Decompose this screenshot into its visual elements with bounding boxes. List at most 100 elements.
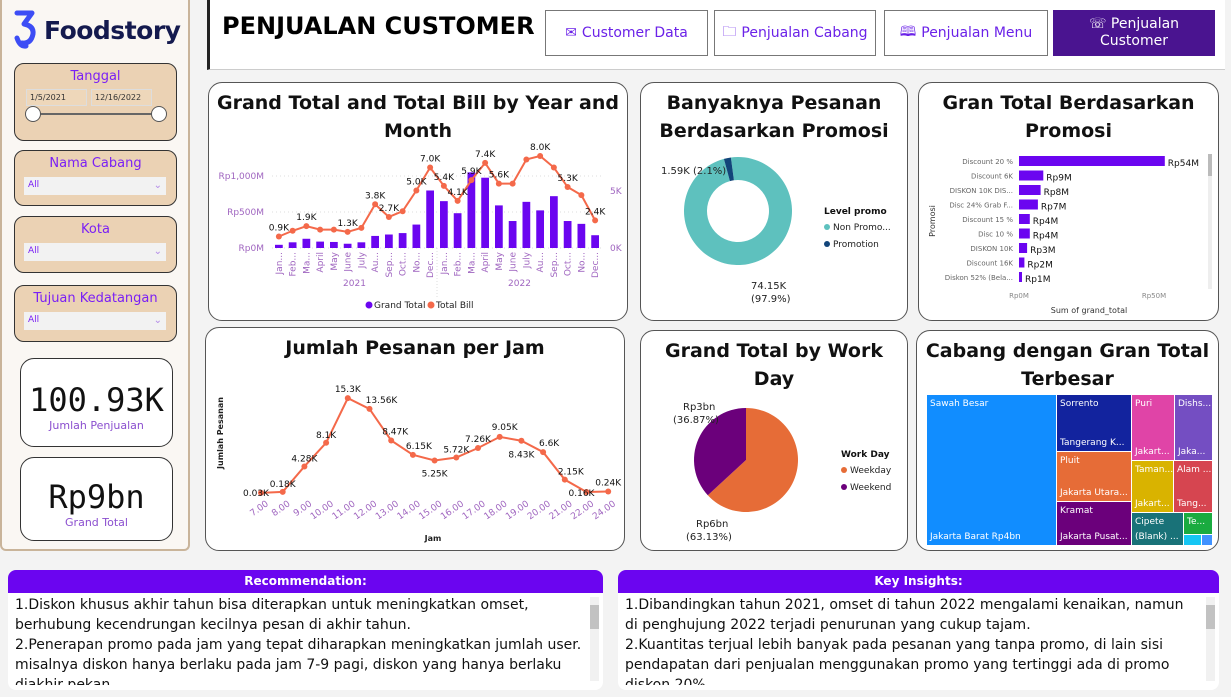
data-label: 5.9K [461,167,482,177]
brand-name: Foodstory [44,15,181,45]
category-label: DISKON 10K DIS... [950,187,1013,195]
bar [1019,170,1044,181]
nav-penjualan-cabang[interactable]: 🗀 Penjualan Cabang [714,10,876,56]
panel-text[interactable]: 1.Diskon khusus akhir tahun bisa diterap… [8,593,603,685]
treemap-tile[interactable] [1184,535,1202,546]
scrollbar[interactable] [1206,597,1215,681]
treemap-tile[interactable]: Alam ... Tang... [1174,461,1213,513]
bar [453,213,462,248]
treemap-tile[interactable] [1202,535,1213,546]
data-label: 5.4K [434,173,455,183]
legend-label: Grand Total [374,301,426,311]
bar [330,241,338,248]
x-tick-label: 19.00 [504,499,531,522]
end-date-input[interactable]: 12/16/2022 [91,89,152,106]
city-dropdown-value: All [28,246,40,256]
city-filter-label: Kota [81,222,110,237]
branch-dropdown[interactable]: All ⌄ [24,177,166,195]
line-point [258,489,264,496]
line-point [440,182,447,189]
line-point [523,156,530,163]
nav-customer-data[interactable]: ✉ Customer Data [545,10,708,56]
bar [412,224,421,248]
panel-text[interactable]: 1.Dibandingkan tahun 2021, omset di tahu… [618,593,1219,685]
date-filter-label: Tanggal [70,69,121,84]
date-range-slider[interactable] [25,106,167,122]
bar [398,233,407,248]
data-label: 7.0K [420,155,441,165]
text-line: 2.Kuantitas terjual lebih banyak pada pe… [625,637,1170,685]
data-label: Rp8M [1044,188,1069,198]
line-point [409,451,416,458]
data-label: Rp4M [1033,232,1058,242]
treemap-tile[interactable]: Pluit Jakarta Utara... [1057,452,1132,502]
bar [371,235,379,248]
bar [1019,257,1025,268]
treemap-tile[interactable]: Kramat Jakarta Pusat... [1057,502,1132,546]
visit-purpose-dropdown[interactable]: All ⌄ [24,312,166,330]
card-top-branches: Cabang dengan Gran Total Terbesar Sawah … [916,330,1219,551]
x-tick-label: 11.00 [331,499,358,522]
data-label: Rp4M [1033,217,1058,227]
end-date-value: 12/16/2022 [95,93,142,102]
bar [1019,272,1022,282]
data-label: 13.56K [366,396,399,406]
start-date-input[interactable]: 1/5/2021 [26,89,87,106]
legend-label: Weekday [850,466,892,476]
x-tick-label: 24.00 [591,499,618,522]
line-point [303,223,310,230]
phone-icon: ☏ [1088,16,1107,33]
kpi-value: 100.93K [29,381,164,419]
data-label: 0.03K [243,489,270,499]
data-label: 5.72K [443,446,470,456]
treemap-tile[interactable]: Sawah Besar Jakarta Barat Rp4bn [927,395,1057,546]
x-tick-label: 18.00 [483,499,510,522]
chart-title: Cabang dengan Gran Total Terbesar [925,340,1210,390]
slider-end-handle[interactable] [151,106,167,122]
data-label: Rp3bn [683,402,715,413]
x-tick-label: 13.00 [374,499,401,522]
line-point [578,192,585,199]
tile-label: Sawah Besar [930,399,989,409]
scrollbar[interactable] [590,597,599,681]
sidebar: Foodstory Tanggal 1/5/2021 12/16/2022 Na… [0,0,190,551]
line-point [509,180,516,187]
line-point [344,395,351,402]
x-tick-label: 22.00 [569,499,596,522]
city-dropdown[interactable]: All ⌄ [24,243,166,261]
data-label: 5.6K [489,171,510,181]
data-label: Rp3M [1030,246,1055,256]
legend-label: Non Promo... [833,223,891,233]
data-label: 0.9K [269,224,290,234]
slice-promotion [723,157,734,182]
tile-group-label: Tangerang K... [1060,438,1125,448]
treemap-tile[interactable]: Taman... Jakart... [1132,461,1174,513]
y-tick-label: Rp500M [227,208,264,218]
line-point [496,433,503,440]
treemap: Sawah Besar Jakarta Barat Rp4bn Sorrento Ta… [927,395,1213,546]
treemap-tile[interactable]: Te... [1184,513,1213,535]
data-label: 1.59K (2.1%) [661,166,726,177]
treemap-tile[interactable]: Sorrento Tangerang K... [1057,395,1132,452]
line-point [301,463,308,470]
header: PENJUALAN CUSTOMER ✉ Customer Data 🗀 Penju… [207,0,1225,70]
data-label: 4.1K [448,188,469,198]
x-tick-label: April [316,252,326,273]
visit-purpose-filter-label: Tujuan Kedatangan [33,291,158,306]
x-tick-label: 14.00 [396,499,423,522]
data-label: 5.25K [422,469,449,479]
bar [536,210,544,248]
tile-label: Taman... [1135,465,1174,475]
nav-penjualan-menu[interactable]: 🕮 Penjualan Menu [884,10,1048,56]
nav-label: Penjualan Cabang [741,25,868,41]
legend-marker [841,467,847,473]
y-axis-title: Promosi [928,205,937,237]
line-point [388,437,395,444]
x-tick-label: 7.00 [249,499,271,519]
treemap-tile[interactable]: Dishs... Jaka... [1175,395,1213,461]
nav-label: Penjualan Menu [921,25,1033,41]
nav-penjualan-customer[interactable]: ☏ Penjualan Customer [1053,10,1215,56]
treemap-tile[interactable]: Puri Jakart... [1132,395,1175,461]
treemap-tile[interactable]: Cipete (Blank) ... [1132,513,1184,546]
slider-start-handle[interactable] [25,106,41,122]
